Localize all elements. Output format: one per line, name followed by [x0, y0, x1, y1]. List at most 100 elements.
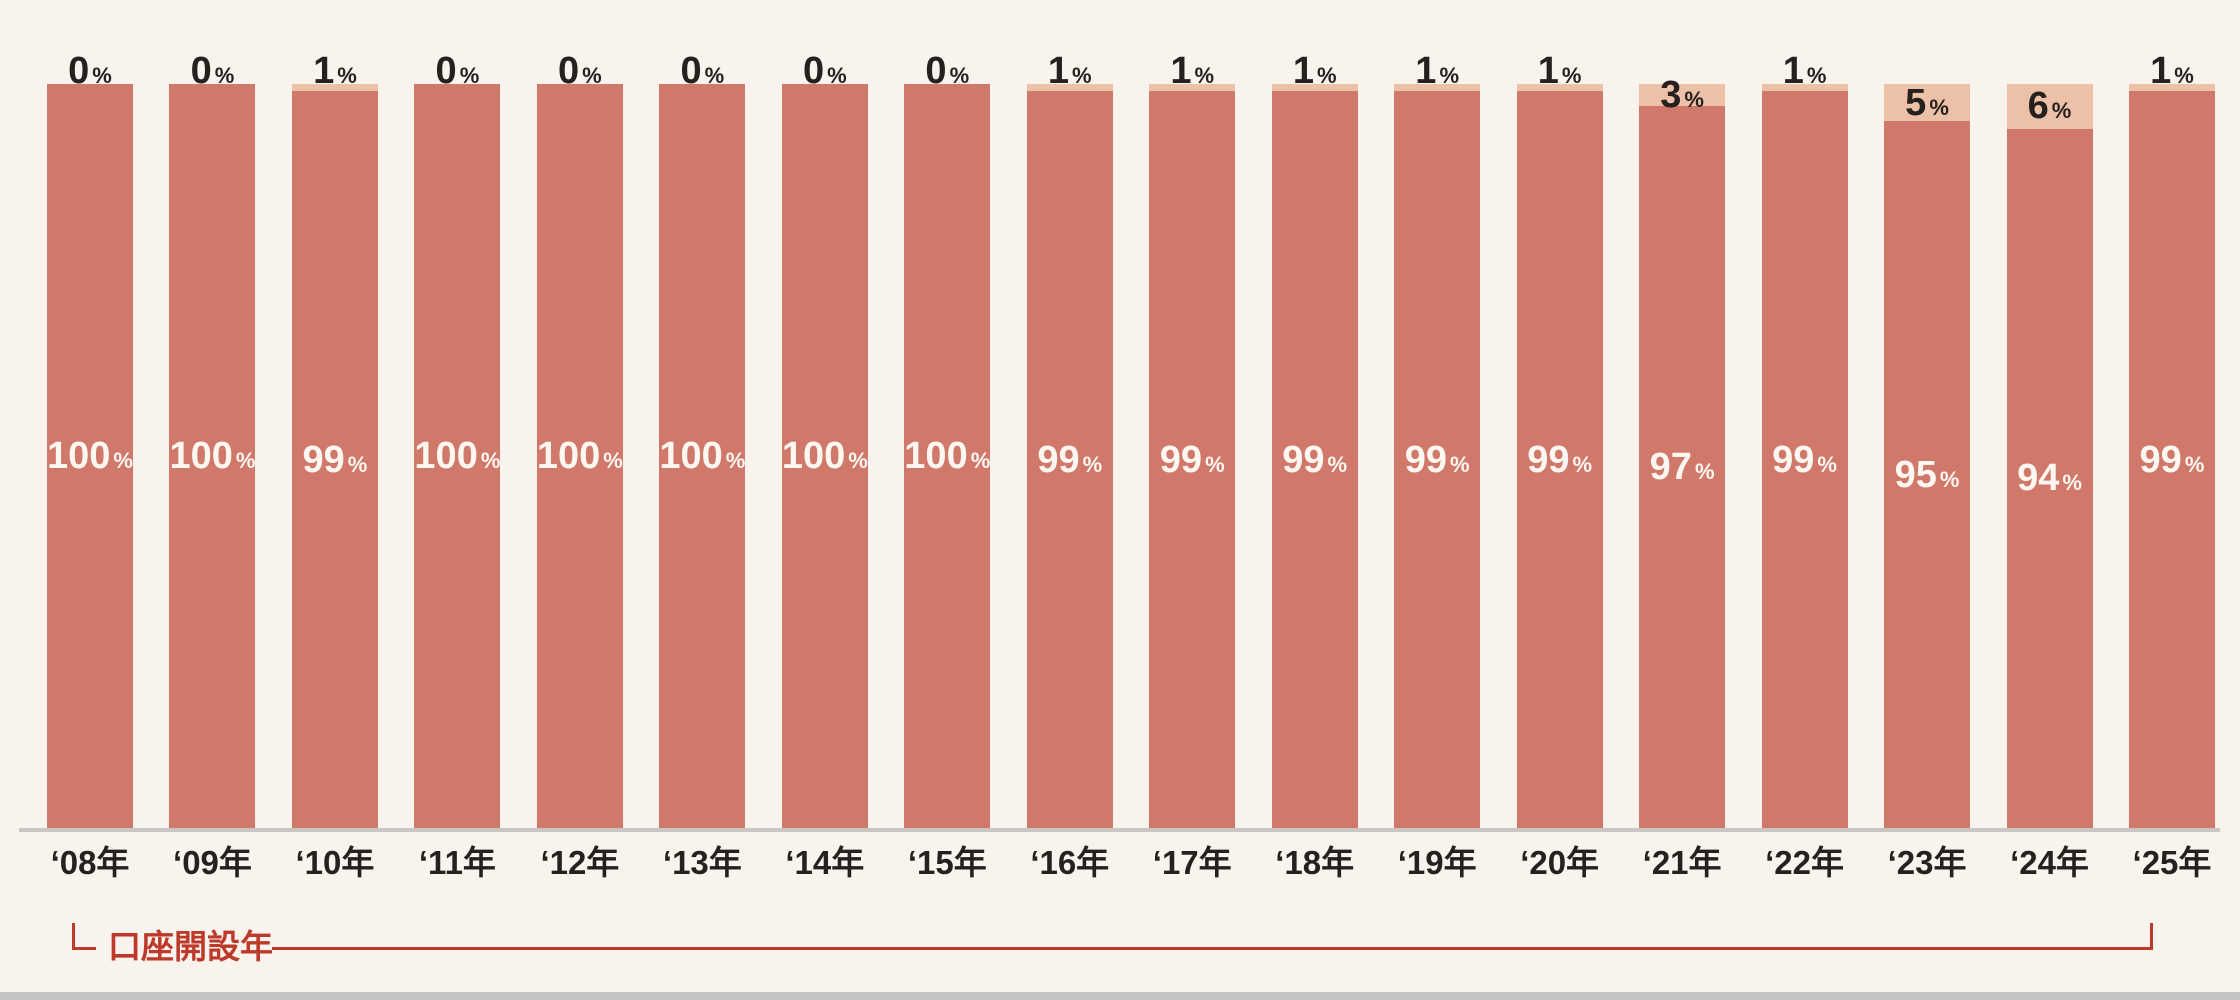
x-axis-label: ‘19年: [1397, 844, 1477, 881]
bar-value-label: 99%: [1037, 441, 1102, 479]
value-unit: %: [1817, 451, 1837, 477]
x-axis-label: ‘24年: [2010, 844, 2089, 881]
bar-segment-main: [1394, 91, 1481, 828]
window-bottom-edge: [0, 992, 2240, 1000]
value-unit: %: [347, 451, 368, 477]
value-unit: %: [1561, 63, 1582, 88]
bar-segment-main: [2128, 91, 2215, 828]
value-unit: %: [1694, 459, 1715, 485]
bar-segment-top: [1026, 84, 1113, 92]
value-number: 6: [2027, 85, 2049, 128]
bar-top-label: 0%: [191, 52, 235, 90]
bar-value-label: 94%: [2017, 459, 2082, 497]
value-number: 1: [1415, 50, 1437, 92]
bar-21: 97% 3%: [1639, 76, 1726, 828]
bar-segment-top: [1639, 84, 1726, 107]
value-number: 100: [47, 435, 111, 477]
bar-value-label: 99%: [1405, 441, 1470, 479]
value-number: 1: [1292, 50, 1314, 92]
bar-segment-main: [1149, 91, 1236, 828]
bar-value-label: 99%: [2140, 441, 2205, 479]
value-unit: %: [970, 448, 991, 473]
bar-top-label: 5%: [1905, 84, 1949, 122]
value-unit: %: [459, 63, 480, 88]
bracket-label: 口座開設年: [108, 928, 273, 965]
bar-top-label: 6%: [2028, 87, 2072, 125]
bar-value-label: 100%: [659, 437, 745, 475]
bar-segment-main: [1761, 91, 1848, 828]
value-unit: %: [1450, 451, 1470, 477]
x-axis-label: ‘12年: [540, 844, 620, 881]
value-unit: %: [1806, 63, 1827, 88]
value-unit: %: [2062, 470, 2082, 496]
value-unit: %: [2174, 63, 2194, 88]
bar-19: 99% 1%: [1394, 52, 1481, 828]
bar-segment-top: [1761, 84, 1848, 92]
bar-17: 99% 1%: [1149, 52, 1236, 828]
bar-20: 99% 1%: [1516, 52, 1603, 828]
value-unit: %: [603, 448, 623, 473]
bar-plot-area: 100% 0% 100% 0% 99% 1% 100% 0% 100% 0% 100% 0% 100% 0…: [47, 52, 2215, 828]
x-axis-label: ‘17年: [1152, 844, 1232, 881]
value-number: 0: [925, 50, 947, 92]
bar-segment-main: [1639, 106, 1726, 828]
value-number: 0: [680, 50, 702, 92]
bar-16: 99% 1%: [1026, 52, 1113, 828]
value-number: 99: [1404, 438, 1448, 481]
bar-value-label: 99%: [1772, 441, 1837, 479]
value-number: 99: [1527, 438, 1570, 481]
bar-top-label: 1%: [1048, 52, 1092, 90]
bar-segment-top: [2006, 84, 2093, 129]
value-number: 1: [1537, 50, 1559, 92]
value-number: 100: [659, 435, 723, 477]
value-unit: %: [704, 63, 725, 88]
value-unit: %: [2184, 451, 2205, 477]
value-number: 99: [2139, 438, 2182, 481]
value-number: 99: [302, 438, 345, 481]
x-axis-label: ‘10年: [295, 844, 375, 881]
value-unit: %: [2051, 98, 2072, 124]
value-unit: %: [848, 448, 868, 473]
bar-top-label: 1%: [1538, 52, 1582, 90]
value-unit: %: [1316, 63, 1337, 88]
x-axis-label: ‘11年: [418, 844, 496, 881]
value-number: 99: [1159, 438, 1203, 481]
bar-18: 99% 1%: [1271, 52, 1358, 828]
bar-13: 100% 0%: [659, 52, 746, 828]
value-number: 99: [1772, 438, 1815, 481]
value-unit: %: [1194, 63, 1215, 88]
value-number: 1: [1047, 50, 1070, 92]
value-number: 3: [1660, 74, 1682, 117]
bar-top-label: 1%: [1415, 52, 1459, 90]
value-number: 94: [2017, 457, 2060, 500]
bar-value-label: 100%: [904, 437, 990, 475]
bar-segment-main: [1516, 91, 1603, 828]
value-number: 99: [1282, 438, 1325, 481]
bracket-left-tick: [72, 923, 75, 950]
bracket-left-arm: [72, 947, 96, 950]
x-axis-label: ‘21年: [1642, 844, 1722, 881]
bar-08: 100% 0%: [47, 52, 133, 828]
value-number: 100: [536, 435, 601, 477]
bar-value-label: 95%: [1895, 456, 1960, 494]
x-axis-label: ‘25年: [2132, 844, 2212, 881]
bar-value-label: 100%: [537, 437, 623, 475]
bar-value-label: 97%: [1650, 448, 1715, 486]
bar-segment-main: [1026, 91, 1113, 828]
bar-14: 100% 0%: [781, 52, 868, 828]
value-number: 0: [68, 50, 90, 92]
value-number: 100: [781, 435, 846, 477]
bracket-right-tick: [2150, 923, 2153, 950]
value-unit: %: [480, 448, 501, 473]
value-unit: %: [1572, 451, 1593, 477]
bar-24: 94% 6%: [2006, 84, 2093, 828]
value-unit: %: [1939, 466, 1960, 492]
x-axis-label: ‘08年: [50, 844, 130, 881]
x-axis-label: ‘23年: [1887, 844, 1967, 881]
value-number: 1: [1170, 50, 1192, 92]
x-axis-label: ‘22年: [1765, 844, 1844, 881]
x-axis-label: ‘13年: [662, 844, 742, 881]
bar-segment-main: [169, 84, 256, 828]
value-unit: %: [1684, 87, 1704, 113]
